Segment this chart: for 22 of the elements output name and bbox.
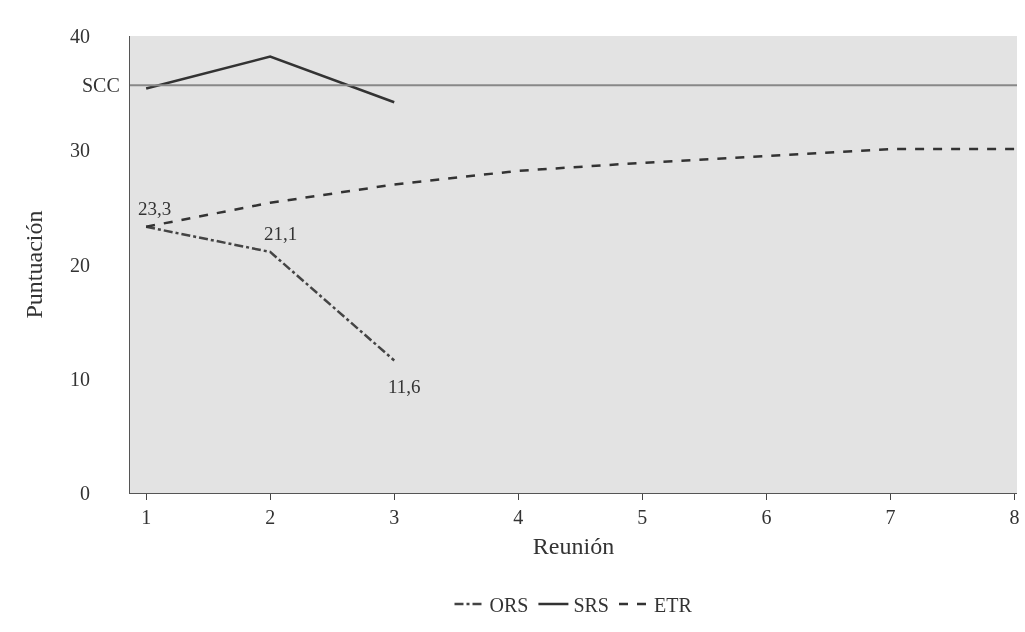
legend-label: ETR <box>654 593 693 616</box>
y-tick-label: 30 <box>70 139 90 162</box>
y-tick-label: 20 <box>70 253 90 276</box>
x-tick-label: 8 <box>1009 506 1020 528</box>
annotation: 11,6 <box>388 376 421 397</box>
legend-label: SRS <box>573 593 609 616</box>
y-tick-label: 0 <box>80 482 90 504</box>
x-tick-label: 4 <box>513 506 524 528</box>
x-tick-label: 3 <box>389 506 400 528</box>
y-tick-label: 10 <box>70 367 90 390</box>
x-tick-label: 1 <box>141 506 152 528</box>
x-tick-label: 6 <box>761 506 772 528</box>
annotation: 21,1 <box>264 223 298 244</box>
legend-label: ORS <box>489 593 529 616</box>
x-tick-label: 7 <box>885 506 896 528</box>
x-tick-label: 5 <box>637 506 648 528</box>
y-tick-label: 40 <box>70 25 90 47</box>
ref-line-label: SCC <box>82 74 120 96</box>
x-tick-label: 2 <box>265 506 276 528</box>
y-axis-title: Puntuación <box>21 210 48 319</box>
annotation: 23,3 <box>138 198 172 219</box>
x-axis-title: Reunión <box>532 533 615 560</box>
